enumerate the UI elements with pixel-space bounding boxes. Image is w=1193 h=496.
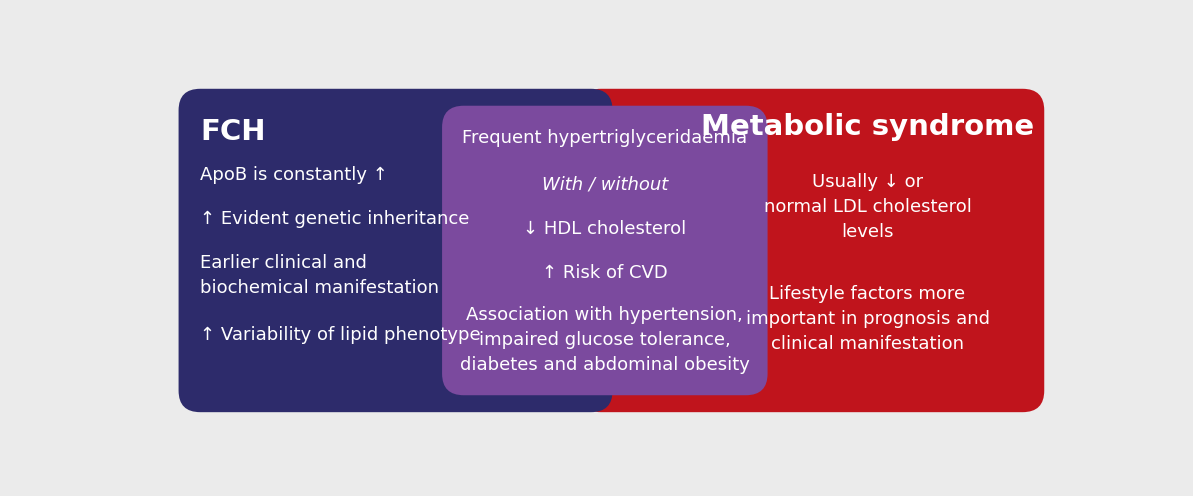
Text: ↑ Evident genetic inheritance: ↑ Evident genetic inheritance bbox=[200, 210, 470, 229]
Text: Metabolic syndrome: Metabolic syndrome bbox=[701, 114, 1034, 141]
Text: ↑ Variability of lipid phenotype: ↑ Variability of lipid phenotype bbox=[200, 326, 481, 344]
Text: With / without: With / without bbox=[542, 175, 668, 193]
Text: ApoB is constantly ↑: ApoB is constantly ↑ bbox=[200, 166, 388, 184]
Text: Earlier clinical and
biochemical manifestation: Earlier clinical and biochemical manifes… bbox=[200, 254, 439, 297]
FancyBboxPatch shape bbox=[443, 106, 767, 395]
Text: Usually ↓ or
normal LDL cholesterol
levels: Usually ↓ or normal LDL cholesterol leve… bbox=[764, 174, 971, 242]
Text: ↑ Risk of CVD: ↑ Risk of CVD bbox=[542, 263, 668, 282]
Text: Frequent hypertriglyceridaemia: Frequent hypertriglyceridaemia bbox=[462, 129, 747, 147]
FancyBboxPatch shape bbox=[580, 89, 1044, 412]
Text: Association with hypertension,
impaired glucose tolerance,
diabetes and abdomina: Association with hypertension, impaired … bbox=[459, 306, 749, 374]
Text: FCH: FCH bbox=[200, 118, 266, 146]
Text: Lifestyle factors more
important in prognosis and
clinical manifestation: Lifestyle factors more important in prog… bbox=[746, 285, 989, 353]
Text: ↓ HDL cholesterol: ↓ HDL cholesterol bbox=[524, 220, 686, 238]
FancyBboxPatch shape bbox=[179, 89, 612, 412]
